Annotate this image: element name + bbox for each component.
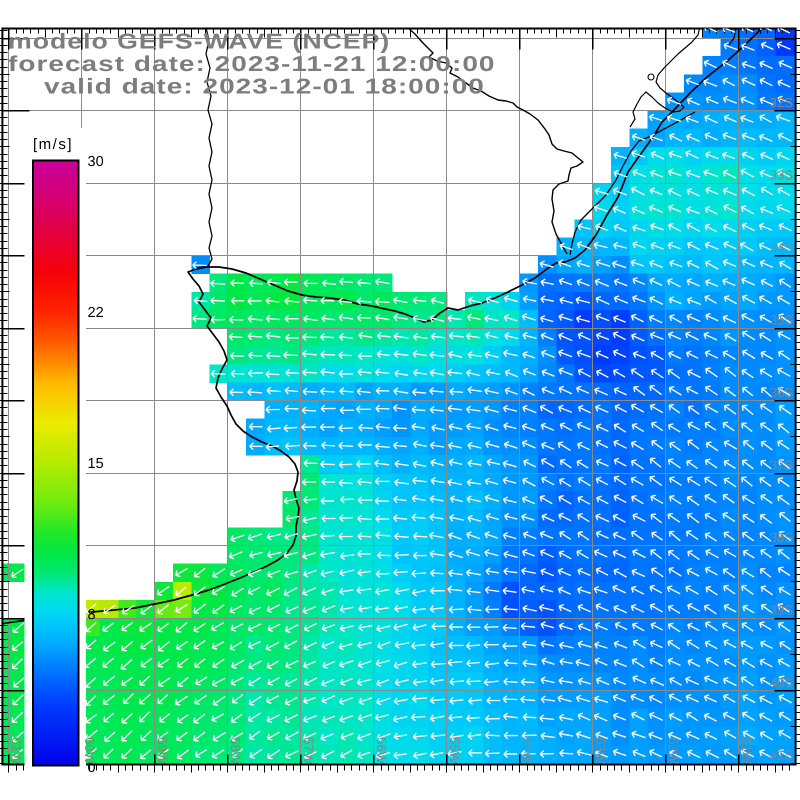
svg-text:32S: 32S — [770, 95, 793, 110]
svg-text:34S: 34S — [770, 240, 793, 255]
svg-text:35S: 35S — [770, 313, 793, 328]
svg-text:33S: 33S — [770, 168, 793, 183]
svg-text:8: 8 — [88, 607, 96, 623]
svg-text:[m/s]: [m/s] — [33, 136, 73, 153]
svg-text:modelo GEFS-WAVE (NCEP): modelo GEFS-WAVE (NCEP) — [8, 30, 390, 54]
svg-text:15: 15 — [88, 456, 104, 472]
svg-text:60W: 60W — [82, 737, 97, 764]
svg-text:39S: 39S — [770, 603, 793, 618]
svg-text:0: 0 — [88, 760, 96, 776]
svg-text:56W: 56W — [374, 737, 389, 764]
svg-text:40S: 40S — [770, 675, 793, 690]
svg-text:57W: 57W — [301, 737, 316, 764]
svg-text:53W: 53W — [593, 737, 608, 764]
svg-text:forecast date: 2023-11-21 12:0: forecast date: 2023-11-21 12:00:00 — [8, 52, 495, 76]
svg-text:55W: 55W — [447, 737, 462, 764]
svg-text:22: 22 — [88, 305, 104, 321]
svg-text:58W: 58W — [228, 737, 243, 764]
svg-text:59W: 59W — [155, 737, 170, 764]
svg-text:37S: 37S — [770, 458, 793, 473]
svg-text:54W: 54W — [520, 737, 535, 764]
svg-text:61W: 61W — [9, 737, 24, 764]
svg-text:36S: 36S — [770, 385, 793, 400]
svg-text:41S: 41S — [770, 748, 793, 763]
svg-text:valid date: 2023-12-01 18:00:0: valid date: 2023-12-01 18:00:00 — [44, 75, 485, 99]
svg-text:52W: 52W — [666, 737, 681, 764]
svg-text:38S: 38S — [770, 530, 793, 545]
svg-text:30: 30 — [88, 154, 104, 170]
svg-text:51W: 51W — [739, 737, 754, 764]
